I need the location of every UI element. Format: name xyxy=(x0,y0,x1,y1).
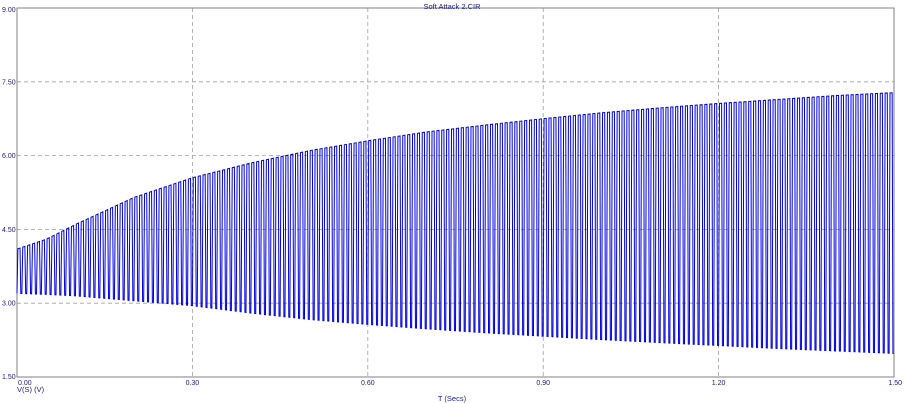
y-tick-label: 3.00 xyxy=(2,301,16,308)
x-tick-label: 1.50 xyxy=(888,380,902,387)
y-axis-label: V(S) (V) xyxy=(17,385,45,394)
y-tick-label: 7.50 xyxy=(2,79,16,86)
y-tick-label: 9.00 xyxy=(2,7,16,14)
y-tick-label: 1.50 xyxy=(2,374,16,381)
x-axis-label: T (Secs) xyxy=(438,394,467,403)
x-tick-label: 1.20 xyxy=(712,380,726,387)
series-line xyxy=(16,92,895,354)
series-layer xyxy=(16,92,895,354)
y-tick-label: 6.00 xyxy=(2,153,16,160)
y-tick-labels: 9.00 7.50 6.00 4.50 3.00 1.50 xyxy=(2,7,16,381)
chart-title: Soft Attack 2.CIR xyxy=(423,2,481,11)
plot-frame xyxy=(16,7,895,378)
x-tick-label: 0.30 xyxy=(186,380,200,387)
x-tick-label: 0.00 xyxy=(18,380,32,387)
x-tick-label: 0.90 xyxy=(536,380,550,387)
x-tick-labels: 0.00 0.30 0.60 0.90 1.20 1.50 xyxy=(18,380,902,387)
x-tick-label: 0.60 xyxy=(361,380,375,387)
y-tick-label: 4.50 xyxy=(2,227,16,234)
